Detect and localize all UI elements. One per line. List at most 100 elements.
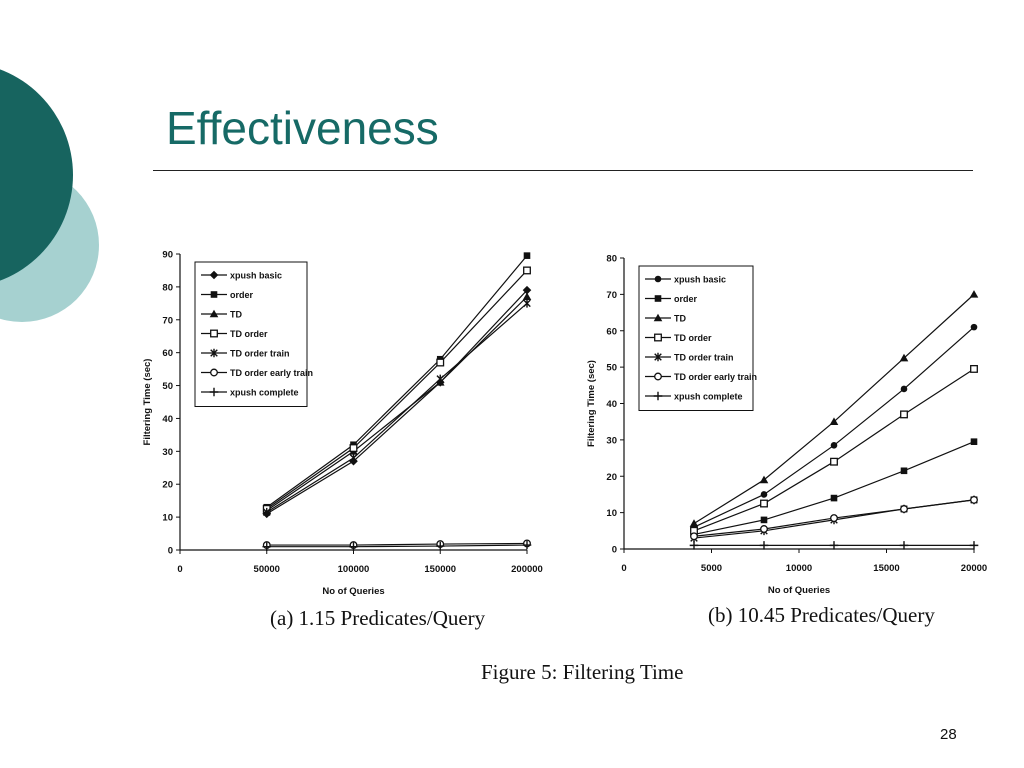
legend-item: TD order (201, 329, 268, 339)
legend-marker (209, 270, 219, 280)
legend-label: TD order train (230, 349, 290, 359)
legend-marker (209, 309, 219, 318)
data-point (522, 292, 532, 301)
legend-label: TD (230, 310, 242, 320)
y-tick-label: 0 (612, 545, 617, 556)
data-point (970, 364, 978, 373)
data-point (760, 499, 768, 508)
x-tick-label: 100000 (338, 564, 370, 575)
legend-item: xpush complete (201, 388, 299, 398)
data-point (969, 290, 979, 298)
x-tick-label: 0 (177, 564, 182, 575)
data-point (899, 353, 909, 362)
legend-item: TD order early train (645, 372, 757, 382)
data-point (830, 514, 838, 523)
legend-label: xpush complete (230, 388, 299, 398)
data-point (760, 516, 768, 524)
y-tick-label: 80 (162, 282, 173, 293)
page-number: 28 (940, 726, 957, 743)
x-tick-label: 20000 (961, 563, 987, 574)
y-tick-label: 50 (162, 381, 173, 392)
series-td-order (690, 364, 978, 535)
data-point (970, 495, 978, 504)
x-tick-label: 5000 (701, 563, 722, 574)
x-tick-label: 200000 (511, 564, 543, 575)
series-td-order-early-train (690, 495, 978, 541)
legend-label: TD order early train (674, 372, 757, 382)
legend-item: xpush basic (201, 271, 282, 281)
series-line (266, 270, 528, 510)
legend-item: TD order (645, 333, 712, 343)
legend-label: TD (674, 314, 686, 324)
y-tick-label: 20 (606, 472, 617, 483)
data-point (349, 453, 358, 463)
data-point (900, 505, 908, 513)
legend-item: TD (201, 310, 242, 320)
data-point (523, 266, 531, 275)
data-point (349, 542, 358, 552)
legend-label: xpush basic (674, 275, 726, 285)
y-tick-label: 10 (162, 513, 173, 524)
series-xpush-complete (262, 540, 532, 552)
legend-marker (209, 387, 219, 397)
data-point (523, 299, 531, 308)
data-point (262, 542, 272, 552)
data-point (900, 467, 908, 475)
legend-marker (653, 313, 663, 322)
chart-b-caption: (b) 10.45 Predicates/Query (708, 603, 935, 627)
data-point (829, 541, 839, 550)
legend-label: xpush basic (230, 271, 282, 281)
series-line (266, 289, 528, 515)
data-point (829, 417, 839, 425)
legend-marker (654, 372, 662, 381)
data-point (970, 323, 978, 331)
legend-item: xpush basic (645, 275, 726, 285)
dark-teal-circle (0, 69, 73, 281)
series-line (266, 302, 528, 513)
y-tick-label: 50 (606, 363, 617, 374)
data-point (759, 541, 769, 550)
series-td-order (262, 266, 531, 513)
x-axis-label: No of Queries (768, 585, 830, 596)
legend-marker (653, 391, 663, 401)
chart-a: 0 10 20 30 40 50 60 70 80 90 0 50000 100000 150000 200… (142, 250, 543, 598)
series-line (266, 542, 528, 546)
series-line (266, 544, 528, 548)
y-tick-label: 60 (162, 348, 173, 359)
legend-label: xpush complete (674, 392, 743, 402)
x-tick-label: 10000 (786, 563, 812, 574)
y-tick-label: 0 (168, 546, 173, 557)
legend-item: order (645, 294, 698, 304)
series-td-order-train (262, 299, 531, 517)
series-xpush-complete (689, 541, 979, 550)
legend-marker (654, 352, 662, 362)
legend: xpush basic order TD TD order TD order train… (638, 265, 757, 411)
series-td (689, 290, 979, 527)
legend-item: TD order train (645, 353, 734, 363)
title-divider (153, 170, 973, 171)
data-point (523, 252, 531, 259)
y-tick-label: 90 (162, 250, 173, 261)
y-tick-label: 20 (162, 480, 173, 491)
data-point (435, 541, 445, 551)
data-point (900, 385, 908, 393)
legend-item: TD (645, 314, 686, 324)
y-tick-label: 30 (162, 447, 173, 458)
x-axis-label: No of Queries (322, 586, 384, 597)
legend-label: TD order (674, 333, 712, 343)
x-tick-label: 0 (621, 563, 626, 574)
slide-title: Effectiveness (166, 102, 439, 154)
legend-label: order (674, 294, 698, 304)
legend-marker (654, 295, 662, 302)
y-tick-label: 70 (162, 315, 173, 326)
legend-marker (210, 329, 218, 338)
data-point (969, 541, 979, 550)
slide-decoration (0, 69, 99, 322)
chart-b: 0 10 20 30 40 50 60 70 80 0 5000 10000 15000 20000 No … (586, 254, 987, 597)
legend: xpush basic order TD TD order TD order train… (194, 261, 313, 407)
data-point (262, 507, 271, 517)
y-tick-label: 40 (162, 414, 173, 425)
legend-marker (210, 348, 218, 358)
series-line (266, 255, 528, 508)
y-tick-label: 30 (606, 435, 617, 446)
